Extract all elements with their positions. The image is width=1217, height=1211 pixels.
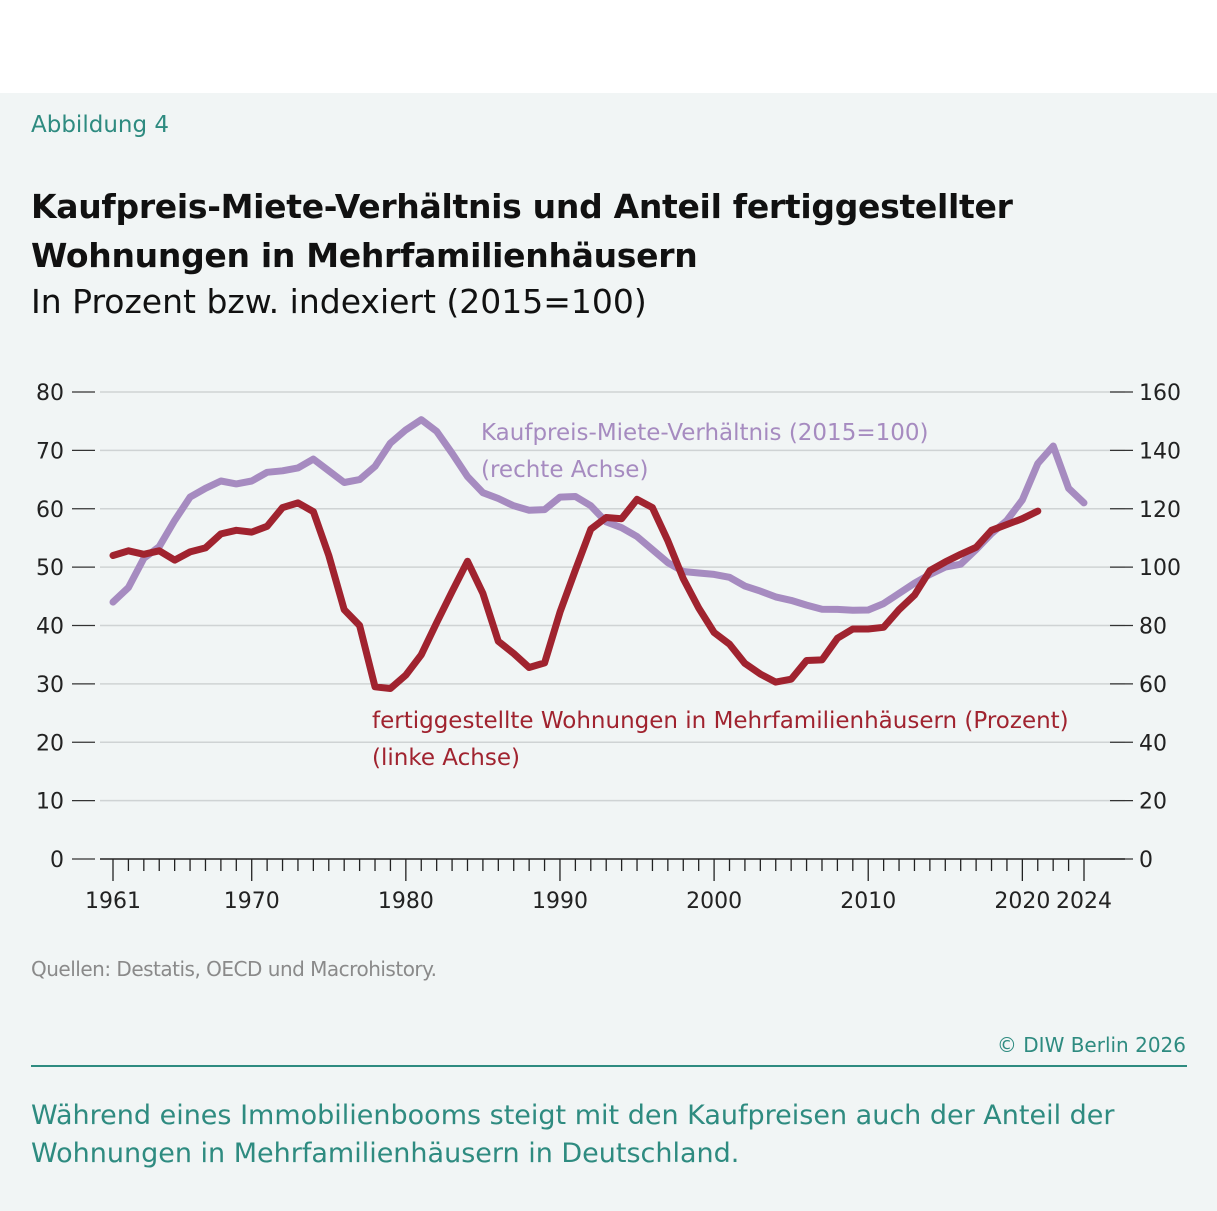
copyright: © DIW Berlin 2026 — [996, 1033, 1186, 1057]
legend-purple-line2: (rechte Achse) — [481, 457, 648, 483]
series-line-mehrfamilienhaeuser — [109, 495, 1042, 692]
left-tick-label: 0 — [50, 848, 64, 873]
series-line-kaufpreis-miete — [109, 416, 1088, 614]
right-tick-label: 120 — [1139, 498, 1181, 523]
left-tick-label: 40 — [36, 615, 64, 640]
left-tick-label: 30 — [36, 673, 64, 698]
x-tick-label: 2010 — [840, 889, 896, 914]
legend-purple-line1: Kaufpreis-Miete-Verhältnis (2015=100) — [481, 420, 928, 446]
x-tick-label: 1970 — [224, 889, 280, 914]
divider — [31, 1065, 1187, 1067]
right-tick-label: 60 — [1139, 673, 1167, 698]
right-tick-label: 160 — [1139, 381, 1181, 406]
line-chart: 0 10 20 30 40 50 60 70 80 0 20 40 60 80 100 120 140 160 19… — [36, 381, 1181, 914]
chart-title: Kaufpreis-Miete-Verhältnis und Anteil fe… — [31, 187, 1013, 275]
chart-subtitle: In Prozent bzw. indexiert (2015=100) — [31, 282, 647, 321]
figure-panel — [0, 93, 1217, 1211]
left-tick-label: 60 — [36, 498, 64, 523]
left-tick-label: 70 — [36, 439, 64, 464]
right-tick-label: 80 — [1139, 615, 1167, 640]
caption: Während eines Immobilienbooms steigt mit… — [31, 1100, 1115, 1169]
left-tick-label: 20 — [36, 731, 64, 756]
legend-red-line1: fertiggestellte Wohnungen in Mehrfamilie… — [372, 708, 1069, 734]
right-tick-label: 100 — [1139, 556, 1181, 581]
left-tick-label: 10 — [36, 790, 64, 815]
x-tick-label: 2000 — [686, 889, 742, 914]
x-tick-label: 2024 — [1056, 889, 1112, 914]
right-tick-label: 0 — [1139, 848, 1153, 873]
right-tick-label: 140 — [1139, 439, 1181, 464]
x-tick-label: 1980 — [378, 889, 434, 914]
right-tick-label: 20 — [1139, 790, 1167, 815]
x-tick-label: 2020 — [994, 889, 1050, 914]
left-tick-label: 50 — [36, 556, 64, 581]
source-note: Quellen: Destatis, OECD und Macrohistory… — [31, 957, 437, 981]
right-tick-label: 40 — [1139, 731, 1167, 756]
x-tick-label: 1990 — [532, 889, 588, 914]
left-tick-label: 80 — [36, 381, 64, 406]
x-tick-label: 1961 — [85, 889, 141, 914]
figure-label: Abbildung 4 — [31, 112, 170, 138]
legend-red-line2: (linke Achse) — [372, 745, 520, 771]
